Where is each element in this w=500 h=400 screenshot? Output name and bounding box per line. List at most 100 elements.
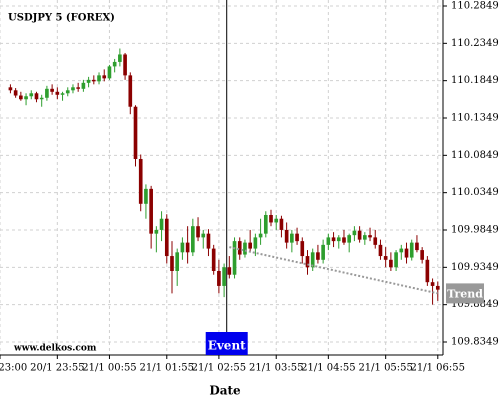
candle-body bbox=[24, 96, 28, 100]
candle-body bbox=[357, 230, 362, 240]
y-tick-label: 109.9849 bbox=[451, 225, 499, 236]
candle-body bbox=[321, 244, 325, 260]
candle-body bbox=[180, 242, 185, 253]
candle-body bbox=[191, 226, 195, 253]
candle-body bbox=[404, 248, 409, 258]
candle-body bbox=[305, 256, 310, 268]
candle-body bbox=[253, 237, 258, 249]
candle-body bbox=[34, 93, 39, 100]
candle-body bbox=[232, 241, 237, 275]
candle-body bbox=[394, 252, 398, 268]
candle-body bbox=[248, 242, 252, 249]
candle-body bbox=[222, 267, 226, 286]
candle-body bbox=[50, 88, 54, 92]
candles bbox=[8, 48, 440, 305]
candle-body bbox=[81, 82, 86, 89]
candle-body bbox=[389, 259, 393, 268]
candle-body bbox=[425, 259, 430, 283]
candle-body bbox=[243, 242, 247, 255]
candle-body bbox=[227, 267, 232, 275]
candle-body bbox=[29, 93, 34, 97]
candle-body bbox=[144, 188, 148, 204]
candle-body bbox=[430, 282, 435, 286]
candle-body bbox=[295, 233, 299, 242]
x-tick-label: 21/1 06:55 bbox=[411, 363, 465, 374]
candle-body bbox=[258, 233, 263, 238]
candle-body bbox=[342, 237, 346, 243]
candle-body bbox=[39, 97, 44, 100]
candle-body bbox=[133, 106, 138, 159]
candle-body bbox=[8, 87, 13, 91]
candle-body bbox=[409, 242, 414, 258]
candle-body bbox=[300, 241, 305, 257]
candle-body bbox=[128, 75, 133, 107]
candle-body bbox=[201, 233, 206, 238]
candle-body bbox=[237, 241, 242, 255]
x-tick-label: 21/1 00:55 bbox=[82, 363, 136, 374]
candle-body bbox=[269, 214, 273, 223]
x-tick-label: 21/1 04:55 bbox=[301, 363, 355, 374]
candle-body bbox=[159, 218, 164, 230]
trend-label: Trend bbox=[447, 287, 483, 300]
event-box bbox=[205, 332, 248, 355]
candle-body bbox=[65, 90, 70, 94]
candle-body bbox=[185, 242, 190, 253]
x-tick-label: 21/1 05:55 bbox=[358, 363, 412, 374]
candle-body bbox=[362, 235, 367, 240]
candle-body bbox=[138, 158, 143, 204]
candle-body bbox=[415, 242, 419, 251]
x-tick-label: 21/1 03:55 bbox=[249, 363, 303, 374]
candle-body bbox=[435, 285, 440, 290]
candle-body bbox=[378, 244, 383, 257]
x-tick-label: 21/1 02:55 bbox=[192, 363, 246, 374]
candle-body bbox=[326, 237, 331, 245]
candle-body bbox=[45, 88, 49, 98]
candle-body bbox=[274, 218, 279, 223]
candle-body bbox=[112, 61, 117, 67]
candle-body bbox=[107, 66, 112, 79]
candle-body bbox=[211, 248, 216, 271]
candle-body bbox=[149, 188, 153, 234]
candle-body bbox=[55, 91, 60, 95]
candle-body bbox=[336, 237, 341, 242]
candle-body bbox=[383, 256, 388, 260]
candle-body bbox=[373, 237, 378, 245]
candle-body bbox=[175, 252, 180, 271]
annotations: 109.8349 109.8849 109.9349 109.9849 110.0349… bbox=[0, 0, 499, 374]
y-tick-label: 110.1849 bbox=[451, 75, 499, 86]
y-tick-label: 110.0349 bbox=[451, 187, 499, 198]
candle-body bbox=[284, 229, 289, 243]
candle-body bbox=[164, 218, 169, 257]
candle-body bbox=[123, 54, 127, 76]
watermark: www.delkos.com bbox=[13, 344, 97, 354]
y-tick-label: 110.2349 bbox=[451, 38, 499, 49]
candle-body bbox=[399, 248, 404, 253]
candle-body bbox=[170, 256, 174, 271]
y-tick-label: 110.1349 bbox=[451, 113, 499, 124]
candle-body bbox=[76, 87, 81, 89]
x-tick-label: 20/1 23:55 bbox=[30, 363, 84, 374]
candle-body bbox=[290, 233, 294, 243]
candle-body bbox=[331, 237, 336, 242]
candle-body bbox=[196, 226, 200, 238]
candle-body bbox=[420, 250, 424, 260]
x-tick-label: 21/1 23:00 bbox=[0, 363, 27, 374]
candle-body bbox=[310, 252, 315, 268]
trend-box bbox=[446, 283, 484, 304]
candle-body bbox=[316, 252, 320, 260]
candle-body bbox=[206, 233, 211, 249]
candle-body bbox=[19, 95, 23, 100]
x-axis-title: Date bbox=[209, 384, 241, 398]
y-tick-label: 110.2849 bbox=[451, 1, 499, 12]
y-tick-label: 110.0849 bbox=[451, 150, 499, 161]
chart-title: USDJPY 5 (FOREX) bbox=[8, 13, 115, 24]
candle-body bbox=[60, 93, 65, 95]
event-label: Event bbox=[208, 339, 246, 353]
candle-body bbox=[154, 229, 159, 234]
candle-body bbox=[352, 230, 357, 236]
candle-body bbox=[118, 54, 122, 62]
candle-body bbox=[97, 75, 101, 82]
trend-line bbox=[229, 246, 439, 295]
candle-body bbox=[368, 235, 372, 238]
